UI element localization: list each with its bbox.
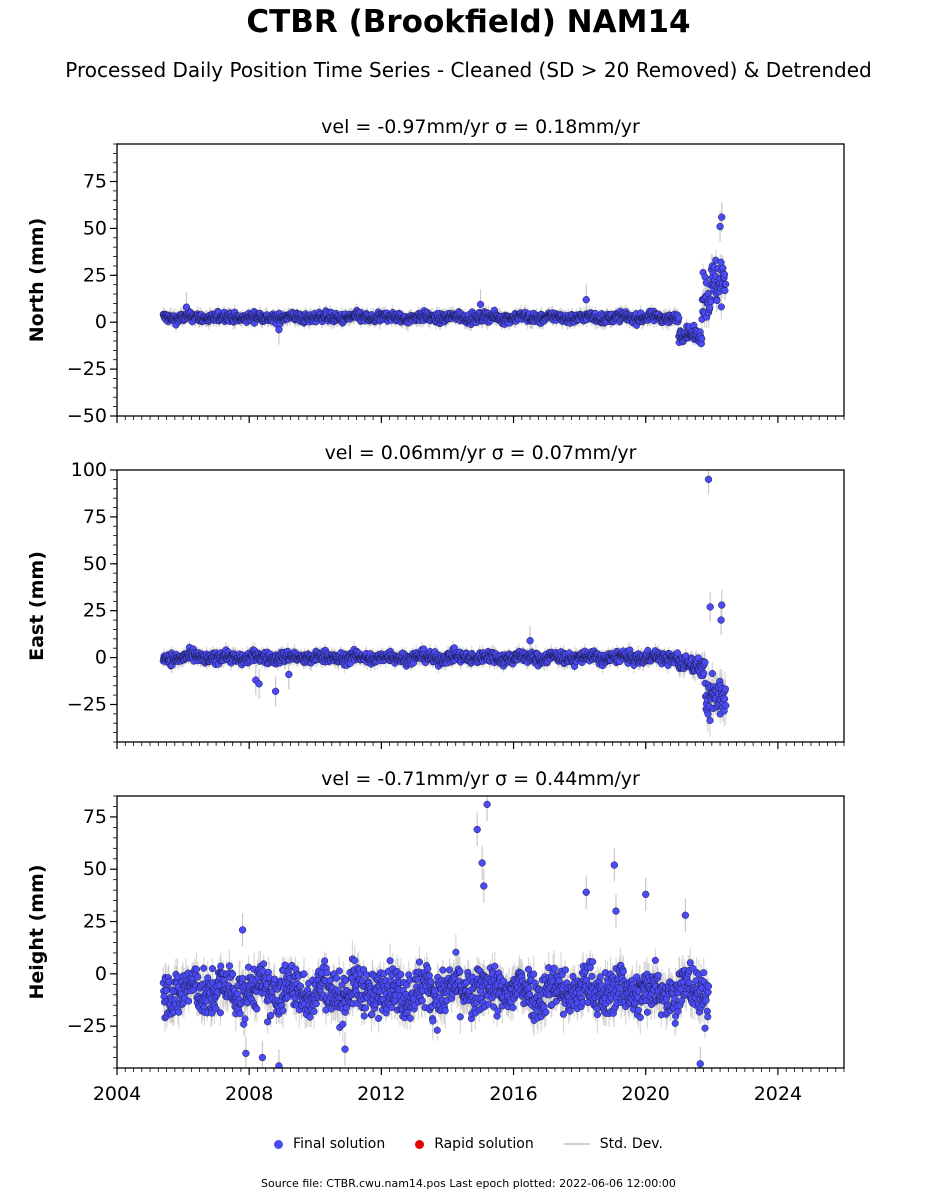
data-point xyxy=(675,314,683,322)
figure-title: CTBR (Brookfield) NAM14 xyxy=(246,4,691,40)
data-point xyxy=(706,303,714,312)
y-tick-label: 0 xyxy=(95,311,107,333)
data-point xyxy=(722,280,730,288)
data-point xyxy=(721,287,729,295)
y-tick-label: 25 xyxy=(83,264,107,286)
y-tick-label: −50 xyxy=(67,405,107,427)
axes-frame xyxy=(116,143,845,417)
panel-title: vel = -0.97mm/yr σ = 0.18mm/yr xyxy=(321,116,640,138)
data-point-outlier xyxy=(718,213,726,221)
data-points xyxy=(159,475,730,725)
data-point xyxy=(701,273,709,281)
data-point xyxy=(717,303,725,311)
y-axis-label: North (mm) xyxy=(26,218,48,343)
plot-area xyxy=(159,202,730,350)
data-point xyxy=(720,270,729,279)
std-dev-bars xyxy=(162,202,727,350)
data-point-outlier xyxy=(182,303,191,311)
data-point xyxy=(717,258,725,266)
std-dev-bars xyxy=(162,470,727,737)
data-point-outlier xyxy=(275,326,283,334)
y-tick-label: 50 xyxy=(83,217,107,239)
data-points xyxy=(159,213,730,348)
data-point xyxy=(698,335,706,343)
panel-0: −50 −25 0 25 50 75 vel = -0.97mm/yr σ = 0.18mm… xyxy=(26,116,845,427)
data-point-outlier xyxy=(582,296,590,304)
y-tick-label: −25 xyxy=(67,358,107,380)
figure-subtitle: Processed Daily Position Time Series - C… xyxy=(65,58,872,82)
data-point xyxy=(713,296,721,305)
data-point-outlier xyxy=(476,300,485,309)
data-point-outlier xyxy=(716,222,724,231)
plot-area xyxy=(159,470,730,737)
y-tick-label: 75 xyxy=(83,171,107,193)
